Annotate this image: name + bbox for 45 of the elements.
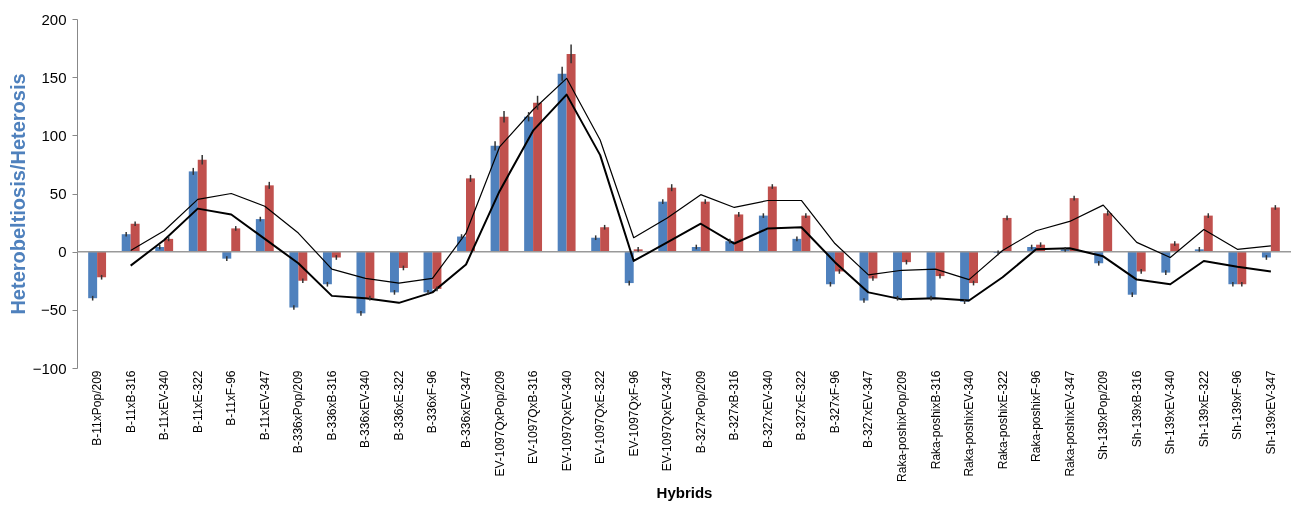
x-tick-label: Raka-poshixF-96 bbox=[1029, 370, 1044, 462]
x-tick-label: Raka-poshixPop/209 bbox=[894, 370, 909, 482]
x-tick-label: EV-1097QxEV-340 bbox=[559, 370, 574, 472]
x-tick-label: B-336xF-96 bbox=[425, 370, 440, 434]
x-tick-label: EV-1097QxEV-347 bbox=[660, 370, 675, 472]
x-tick-label: B-11xEV-340 bbox=[157, 370, 172, 441]
x-tick-label: B-327xE-322 bbox=[794, 370, 809, 441]
y-tick-label: 50 bbox=[49, 185, 67, 202]
x-tick-label: B-327xF-96 bbox=[827, 370, 842, 434]
x-tick-label: Sh-139xF-96 bbox=[1230, 370, 1245, 440]
x-tick-label: Sh-139xPop/209 bbox=[1096, 370, 1111, 460]
x-tick-label: Raka-poshixEV-347 bbox=[1062, 370, 1077, 477]
x-tick-label: B-336xEV-340 bbox=[358, 370, 373, 448]
x-tick-label: EV-1097QxB-316 bbox=[526, 370, 541, 464]
y-tick-label: 200 bbox=[41, 10, 67, 28]
x-tick-label: B-11xEV-347 bbox=[257, 370, 272, 441]
x-tick-label: B-327xEV-340 bbox=[760, 370, 775, 448]
x-tick-label: EV-1097QxE-322 bbox=[593, 370, 608, 464]
y-axis-title: Heterobeltiosis/Heterosis bbox=[6, 73, 29, 315]
y-tick-label: −100 bbox=[32, 359, 67, 377]
x-tick-label: B-327xEV-347 bbox=[861, 370, 876, 448]
x-tick-label: B-336xEV-347 bbox=[459, 370, 474, 448]
x-tick-label: Sh-139xEV-347 bbox=[1263, 370, 1278, 455]
x-tick-label: Sh-139xE-322 bbox=[1196, 370, 1211, 448]
x-tick-label: B-11xPop/209 bbox=[90, 370, 105, 446]
y-tick-label: 150 bbox=[41, 68, 67, 86]
y-tick-label: −50 bbox=[41, 301, 67, 319]
x-tick-label: EV-1097QxPop/209 bbox=[492, 370, 507, 477]
x-tick-label: B-11xE-322 bbox=[190, 370, 205, 433]
x-tick-label: B-327xB-316 bbox=[727, 370, 742, 441]
x-tick-label: EV-1097QxF-96 bbox=[626, 370, 641, 457]
x-tick-label: B-336xB-316 bbox=[324, 370, 339, 441]
x-tick-label: Raka-poshixB-316 bbox=[928, 370, 943, 470]
x-tick-label: Raka-poshixEV-340 bbox=[962, 370, 977, 477]
x-tick-label: Sh-139xB-316 bbox=[1129, 370, 1144, 448]
x-tick-label: B-336xE-322 bbox=[391, 370, 406, 441]
y-tick-label: 0 bbox=[58, 243, 67, 261]
x-tick-label: B-11xB-316 bbox=[123, 370, 138, 433]
x-tick-label: Sh-139xEV-340 bbox=[1163, 370, 1178, 455]
x-tick-label: Raka-poshixE-322 bbox=[995, 370, 1010, 470]
x-tick-label: B-11xF-96 bbox=[224, 370, 239, 426]
x-tick-label: B-336xPop/209 bbox=[291, 370, 306, 454]
x-axis-title: Hybrids bbox=[656, 483, 713, 501]
x-tick-label: B-327xPop/209 bbox=[693, 370, 708, 454]
y-tick-label: 100 bbox=[41, 126, 67, 144]
